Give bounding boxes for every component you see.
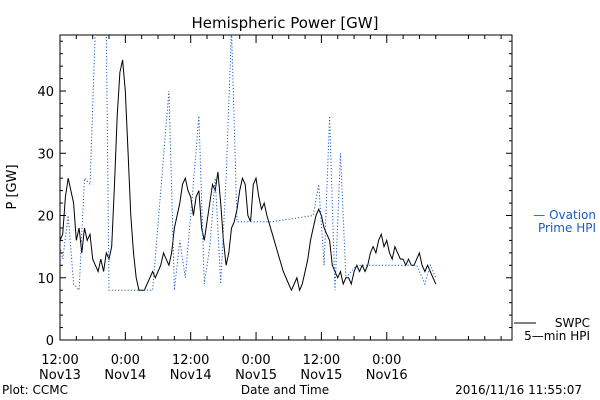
x-tick-label-time: 12:00 xyxy=(303,353,340,368)
legend-swpc-line2: 5—min HPI xyxy=(524,329,590,343)
x-tick-label-date: Nov15 xyxy=(300,368,342,383)
legend-ovation-line2: Prime HPI xyxy=(538,221,596,235)
plot-frame xyxy=(59,34,513,341)
x-tick-label-date: Nov14 xyxy=(170,368,212,383)
x-tick-label-date: Nov14 xyxy=(104,368,146,383)
y-tick-label: 40 xyxy=(37,85,54,100)
y-tick-label: 20 xyxy=(37,210,54,225)
series-swpc-line xyxy=(60,59,437,292)
x-tick-label-date: Nov16 xyxy=(366,368,408,383)
legend-ovation-line1: — Ovation xyxy=(533,208,596,222)
chart-title: Hemispheric Power [GW] xyxy=(192,14,379,32)
series-layer xyxy=(60,35,437,292)
x-tick-label-time: 0:00 xyxy=(241,353,270,368)
x-axis: 12:00Nov130:00Nov1412:00Nov140:00Nov1512… xyxy=(39,35,502,383)
x-tick-label-time: 0:00 xyxy=(372,353,401,368)
x-axis-label: Date and Time xyxy=(241,383,329,397)
y-axis-label: P [GW] xyxy=(5,164,20,209)
y-axis: 0 10 20 30 40 xyxy=(37,40,512,349)
series-ovation-line xyxy=(60,35,437,292)
x-tick-label-time: 12:00 xyxy=(41,353,78,368)
y-tick-label: 30 xyxy=(37,147,54,162)
y-tick-label: 0 xyxy=(46,334,54,349)
y-tick-label: 10 xyxy=(37,272,54,287)
x-tick-label-time: 12:00 xyxy=(172,353,209,368)
legend-swpc-line1: SWPC xyxy=(555,316,590,330)
plot-credit: Plot: CCMC xyxy=(2,383,68,397)
x-tick-label-date: Nov13 xyxy=(39,368,81,383)
timestamp: 2016/11/16 11:55:07 xyxy=(455,383,582,397)
x-tick-label-date: Nov15 xyxy=(235,368,277,383)
x-tick-label-time: 0:00 xyxy=(111,353,140,368)
